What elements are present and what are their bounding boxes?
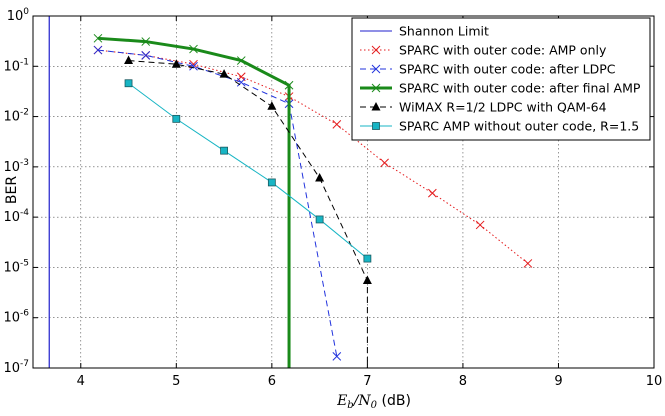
- y-tick-label: 100: [7, 7, 30, 24]
- series-line: [97, 49, 529, 264]
- data-point: [93, 33, 103, 43]
- data-point: [172, 114, 181, 123]
- legend-label: SPARC with outer code: after final AMP: [399, 81, 641, 96]
- data-point: [236, 56, 246, 65]
- data-point: [171, 59, 181, 68]
- x-axis-label-unit: (dB): [377, 393, 411, 409]
- legend-label: Shannon Limit: [399, 24, 489, 39]
- legend-box: [351, 17, 651, 141]
- legend-entry: SPARC with outer code: after final AMP: [360, 81, 641, 96]
- data-point: [124, 79, 133, 88]
- y-tick-label: 10-5: [3, 258, 29, 275]
- x-tick-label: 6: [268, 374, 276, 389]
- x-axis-label-main: E: [336, 393, 347, 409]
- x-axis-label-sub1: b: [347, 400, 353, 411]
- data-point: [284, 80, 294, 90]
- legend-entry: WiMAX R=1/2 LDPC with QAM-64: [360, 100, 607, 115]
- data-point: [189, 44, 198, 54]
- legend-label: SPARC AMP without outer code, R=1.5: [399, 119, 639, 134]
- series-line: [97, 36, 291, 368]
- legend-label: WiMAX R=1/2 LDPC with QAM-64: [399, 100, 607, 115]
- data-point: [427, 188, 437, 198]
- data-point: [475, 220, 485, 230]
- x-tick-label: 10: [646, 374, 663, 389]
- x-tick-label: 8: [459, 374, 467, 389]
- x-tick-label: 7: [363, 374, 371, 389]
- x-axis-label-mid: /N: [352, 393, 372, 409]
- series-layer: [48, 16, 533, 368]
- legend-marker: [371, 45, 381, 55]
- series-5: [124, 79, 372, 263]
- legend-marker: [371, 83, 381, 93]
- x-tick-label: 4: [77, 374, 85, 389]
- y-tick-label: 10-7: [3, 359, 29, 376]
- legend-marker: [372, 122, 380, 130]
- y-axis-label: BER: [4, 176, 20, 204]
- y-tick-label: 10-1: [3, 57, 29, 74]
- data-point: [523, 259, 533, 268]
- legend-entry: SPARC with outer code: after LDPC: [360, 62, 616, 77]
- legend-entry: SPARC AMP without outer code, R=1.5: [360, 119, 639, 134]
- data-point: [380, 158, 389, 168]
- data-point: [219, 69, 229, 78]
- legend-entry: SPARC with outer code: AMP only: [360, 43, 607, 58]
- legend: Shannon Limit SPARC with outer code: AMP …: [351, 17, 651, 141]
- y-tick-label: 10-6: [3, 309, 29, 326]
- data-point: [363, 254, 372, 263]
- series-line: [128, 60, 368, 368]
- plot-frame: [32, 15, 655, 369]
- data-point: [332, 120, 342, 129]
- data-point: [220, 146, 228, 155]
- data-point: [93, 45, 103, 55]
- data-point: [315, 215, 324, 224]
- series-line: [97, 49, 338, 357]
- series-4: [124, 55, 372, 368]
- data-point: [124, 55, 134, 65]
- y-tick-label: 10-3: [3, 158, 29, 175]
- series-line: [128, 82, 368, 259]
- legend-label: SPARC with outer code: after LDPC: [399, 62, 616, 77]
- series-2: [93, 45, 342, 361]
- legend-label: SPARC with outer code: AMP only: [399, 43, 607, 58]
- data-point: [141, 50, 151, 60]
- data-point: [362, 275, 372, 284]
- data-point: [189, 61, 198, 71]
- y-tick-label: 10-2: [3, 108, 29, 125]
- x-axis-label: Eb/N0 (dB): [336, 393, 411, 411]
- x-tick-label: 5: [172, 374, 180, 389]
- y-tick-label: 10-4: [3, 208, 29, 225]
- x-axis-label-sub2: 0: [371, 400, 378, 411]
- legend-marker: [371, 64, 381, 74]
- data-point: [315, 173, 325, 182]
- data-point: [267, 101, 277, 110]
- data-point: [332, 352, 342, 361]
- x-tick-label: 9: [554, 374, 562, 389]
- axis-ticks: 4 5 6 7 8 9 10 100 10-1 10-2 10-3 10-4 10-5 10-6 10-7: [3, 7, 662, 389]
- data-point: [141, 37, 151, 46]
- legend-marker: [371, 102, 381, 111]
- data-point: [236, 77, 246, 87]
- legend-entry: Shannon Limit: [360, 24, 489, 39]
- data-point: [267, 178, 276, 187]
